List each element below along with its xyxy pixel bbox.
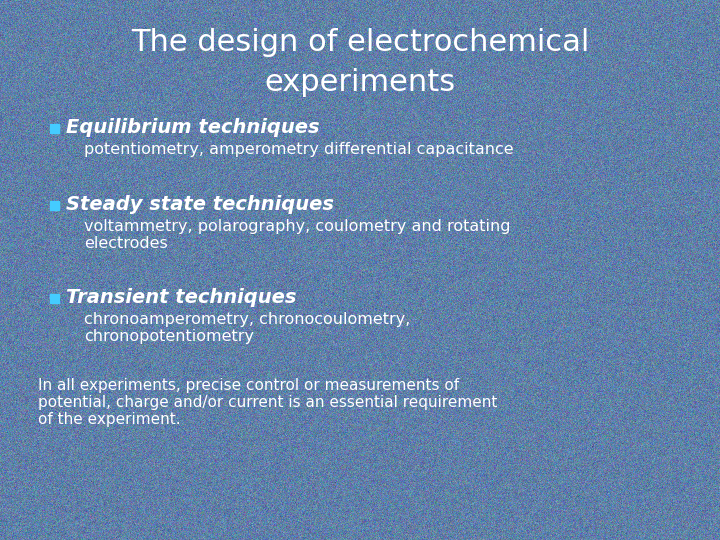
Text: chronoamperometry, chronocoulometry,: chronoamperometry, chronocoulometry,	[84, 312, 410, 327]
Text: The design of electrochemical: The design of electrochemical	[131, 28, 589, 57]
Text: experiments: experiments	[264, 68, 456, 97]
Text: potentiometry, amperometry differential capacitance: potentiometry, amperometry differential …	[84, 142, 513, 157]
Text: Equilibrium techniques: Equilibrium techniques	[66, 118, 320, 137]
Text: of the experiment.: of the experiment.	[38, 412, 181, 427]
Text: chronopotentiometry: chronopotentiometry	[84, 329, 254, 344]
Text: In all experiments, precise control or measurements of: In all experiments, precise control or m…	[38, 378, 459, 393]
Text: voltammetry, polarography, coulometry and rotating: voltammetry, polarography, coulometry an…	[84, 219, 510, 234]
Bar	[50, 124, 59, 132]
Text: potential, charge and/or current is an essential requirement: potential, charge and/or current is an e…	[38, 395, 498, 410]
Text: Transient techniques: Transient techniques	[66, 288, 297, 307]
Text: Steady state techniques: Steady state techniques	[66, 195, 334, 214]
Bar	[50, 200, 59, 210]
Text: electrodes: electrodes	[84, 236, 168, 251]
Bar	[50, 294, 59, 302]
